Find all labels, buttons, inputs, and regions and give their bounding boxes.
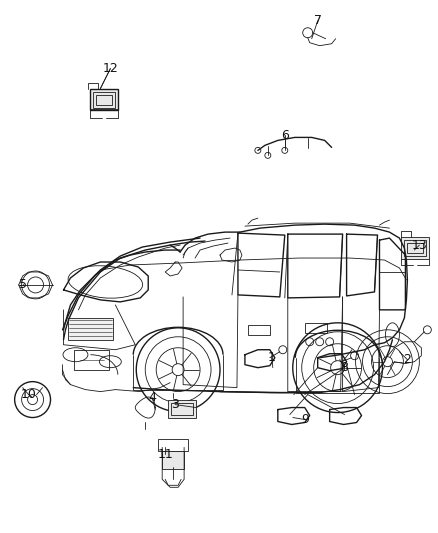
Text: 6: 6: [281, 129, 289, 142]
Bar: [158, 439, 188, 451]
Bar: [96, 94, 112, 104]
Bar: [68, 318, 113, 340]
Bar: [162, 451, 184, 470]
Text: 3: 3: [171, 398, 179, 411]
Bar: [248, 325, 270, 335]
Bar: [404, 240, 426, 256]
Text: 5: 5: [19, 278, 27, 292]
Text: 11: 11: [157, 448, 173, 461]
Text: 7: 7: [314, 14, 321, 27]
Text: 10: 10: [21, 388, 36, 401]
Text: 12: 12: [102, 62, 118, 75]
Text: 13: 13: [411, 239, 427, 252]
Text: 4: 4: [148, 391, 156, 404]
Bar: [305, 323, 327, 333]
Bar: [401, 237, 429, 259]
Text: 1: 1: [268, 351, 276, 364]
Bar: [90, 88, 118, 110]
Text: 2: 2: [403, 353, 411, 366]
Bar: [74, 350, 110, 370]
Bar: [168, 400, 196, 417]
Bar: [171, 402, 193, 415]
Text: 8: 8: [341, 361, 349, 374]
Bar: [407, 243, 424, 253]
Text: 9: 9: [301, 413, 309, 426]
Bar: [93, 92, 115, 108]
